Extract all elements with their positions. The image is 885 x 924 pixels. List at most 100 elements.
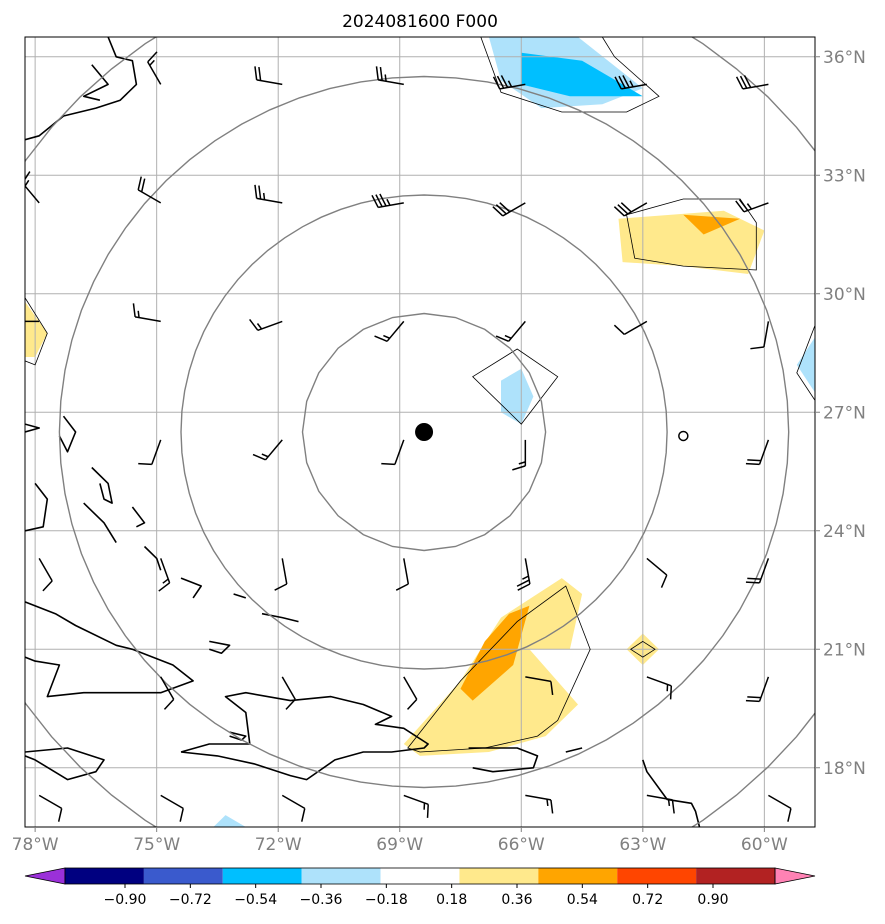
- contour-line: [407, 585, 591, 753]
- shaded-region: [683, 214, 741, 235]
- barb-feather: [617, 204, 629, 215]
- barb-shaft: [524, 558, 531, 585]
- coastline-cuba: [25, 601, 194, 698]
- barb-feather: [745, 462, 760, 466]
- wind-barb: [158, 558, 171, 592]
- barb-feather: [620, 202, 632, 213]
- barb-shaft: [623, 320, 648, 336]
- colorbar-segment: [696, 868, 775, 884]
- coastline-cat-island: [131, 506, 146, 528]
- wind-barb: [646, 557, 668, 588]
- barb-feather: [132, 303, 136, 317]
- barb-shaft: [502, 202, 526, 217]
- wind-barb: [525, 794, 554, 814]
- lon-tick-label: 75°W: [133, 835, 180, 855]
- wind-barbs: [25, 51, 792, 822]
- wind-barb: [249, 318, 283, 331]
- map-frame: [24, 36, 816, 828]
- barb-shaft: [758, 558, 770, 584]
- barb-feather: [137, 176, 142, 191]
- barb-feather: [258, 66, 262, 81]
- colorbar-tick-label: −0.36: [300, 892, 343, 908]
- colorbar-segment: [617, 868, 697, 884]
- colorbar-segment: [380, 868, 460, 884]
- barb-half-feather: [256, 323, 263, 330]
- colorbar-tick-label: −0.72: [169, 892, 212, 908]
- barb-shaft: [38, 794, 63, 810]
- barb-shaft: [160, 794, 184, 810]
- shaded-region: [521, 52, 643, 97]
- wind-barb: [38, 558, 53, 592]
- barb-feather: [252, 453, 266, 461]
- barb-shaft: [378, 79, 404, 86]
- wind-barb: [132, 303, 161, 323]
- wind-barb: [381, 439, 405, 466]
- barb-shaft: [758, 439, 770, 465]
- barb-shaft: [646, 557, 668, 576]
- barb-feather: [745, 581, 760, 584]
- latitude-tick-labels: 36°N 33°N 30°N 27°N 24°N 21°N 18°N: [815, 48, 866, 779]
- colorbar-outline: [64, 867, 776, 885]
- shaded-region: [213, 815, 246, 827]
- barb-shaft: [378, 202, 404, 209]
- coastline-grand-bahama: [25, 423, 41, 433]
- barb-half-feather: [162, 578, 169, 584]
- lon-tick-label: 66°W: [498, 835, 545, 855]
- coastline-puerto-rico: [468, 747, 539, 773]
- lat-tick-label: 27°N: [823, 403, 866, 423]
- wind-barb: [745, 558, 770, 584]
- barb-shaft: [160, 558, 171, 584]
- wind-barb: [492, 202, 526, 217]
- barb-shaft: [151, 439, 162, 465]
- contour-line: [626, 198, 757, 271]
- barb-shaft: [525, 794, 552, 801]
- barb-feather: [738, 199, 749, 211]
- shaded-region: [501, 368, 534, 425]
- wind-barb: [252, 439, 283, 461]
- wind-barb: [768, 794, 792, 822]
- barb-shaft: [394, 439, 405, 465]
- coastline-eleuthera: [91, 466, 113, 504]
- barb-feather: [669, 685, 673, 700]
- barb-shaft: [147, 61, 162, 85]
- wind-barb: [254, 66, 283, 86]
- colorbar: −0.90 −0.72 −0.54 −0.36 −0.18 0.18 0.36 0.54 0.7…: [24, 867, 816, 908]
- shaded-region: [796, 337, 815, 393]
- storm-center-marker: [415, 423, 434, 441]
- barb-feather: [660, 574, 668, 588]
- shaded-region: [460, 605, 530, 701]
- barb-half-feather: [262, 192, 266, 200]
- barb-half-feather: [383, 334, 390, 339]
- barb-shaft: [403, 676, 418, 700]
- range-ring: [301, 312, 547, 552]
- wind-barb: [646, 794, 675, 814]
- wind-barb: [137, 176, 162, 204]
- barb-feather: [42, 580, 53, 592]
- coastline-us-east-coast: [25, 37, 138, 141]
- barb-feather: [512, 465, 526, 471]
- barb-feather: [25, 171, 31, 181]
- barb-shaft: [257, 320, 283, 331]
- wind-barb: [516, 558, 531, 591]
- wind-barb: [512, 439, 527, 471]
- barb-feather: [138, 462, 152, 466]
- wind-barb: [274, 558, 288, 591]
- barb-feather: [550, 799, 554, 814]
- contour-line: [796, 325, 815, 402]
- barb-shaft: [758, 676, 770, 702]
- contour-line: [472, 348, 559, 425]
- barb-half-feather: [384, 74, 387, 82]
- barb-feather: [179, 808, 184, 822]
- barb-shaft: [38, 558, 53, 582]
- barb-feather: [249, 318, 259, 331]
- wind-barb: [613, 202, 648, 217]
- coastline-hispaniola: [180, 691, 429, 781]
- barb-feather: [743, 75, 752, 88]
- wind-barb: [403, 676, 418, 710]
- coastline-pamlico-sound: [82, 64, 109, 101]
- barb-feather: [671, 799, 675, 814]
- wind-barb: [147, 51, 162, 85]
- wind-barb: [614, 75, 648, 90]
- wind-barb: [160, 676, 175, 710]
